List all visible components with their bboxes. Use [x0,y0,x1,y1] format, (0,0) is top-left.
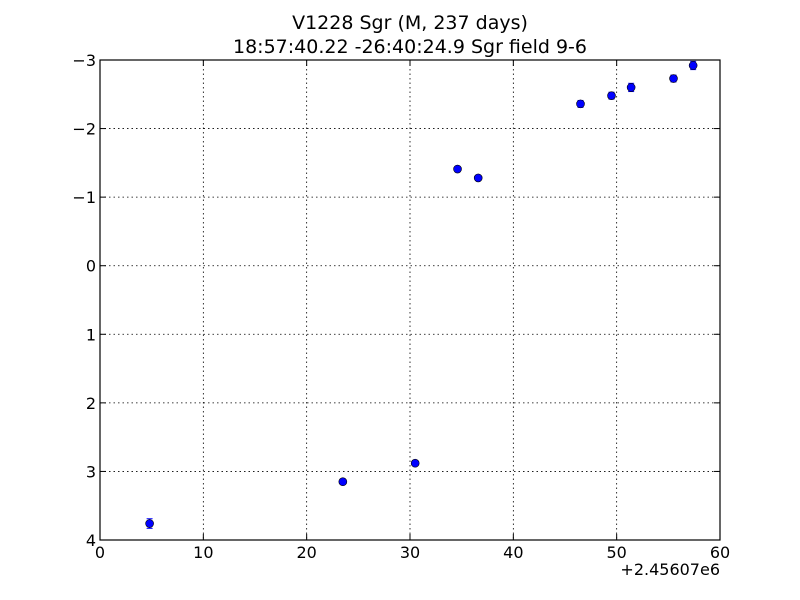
y-tick-label: −1 [72,188,96,207]
x-tick-label: 0 [95,543,105,562]
data-point [473,173,483,183]
chart-title: V1228 Sgr (M, 237 days) [292,12,528,34]
x-tick-label: 30 [400,543,420,562]
data-point [145,519,154,528]
y-tick-label: −3 [72,51,96,70]
y-tick-label: −2 [72,120,96,139]
grid-lines [100,60,720,540]
data-point [410,458,420,468]
x-tick-labels: 0 10 20 30 40 50 60 [95,543,730,562]
x-axis-offset-label: +2.45607e6 [620,560,720,579]
y-tick-label: 3 [86,462,96,481]
data-point [688,61,698,70]
x-tick-label: 40 [503,543,523,562]
x-tick-label: 20 [296,543,316,562]
x-tick-label: 10 [193,543,213,562]
data-point [626,83,636,92]
plot-frame [99,59,721,541]
x-tick-label: 50 [606,543,626,562]
data-point [669,74,678,83]
y-tick-label: 2 [86,394,96,413]
y-tick-label: 1 [86,325,96,344]
data-points [145,60,698,529]
y-tick-label: 0 [86,257,96,276]
y-tick-labels: −3 −2 −1 0 1 2 3 4 [72,51,96,550]
y-tick-label: 4 [86,531,96,550]
data-point [607,91,616,100]
x-tick-label: 60 [710,543,730,562]
data-point [453,164,462,174]
chart-subtitle: 18:57:40.22 -26:40:24.9 Sgr field 9-6 [233,36,587,58]
data-point [338,477,348,487]
data-point [576,99,585,109]
